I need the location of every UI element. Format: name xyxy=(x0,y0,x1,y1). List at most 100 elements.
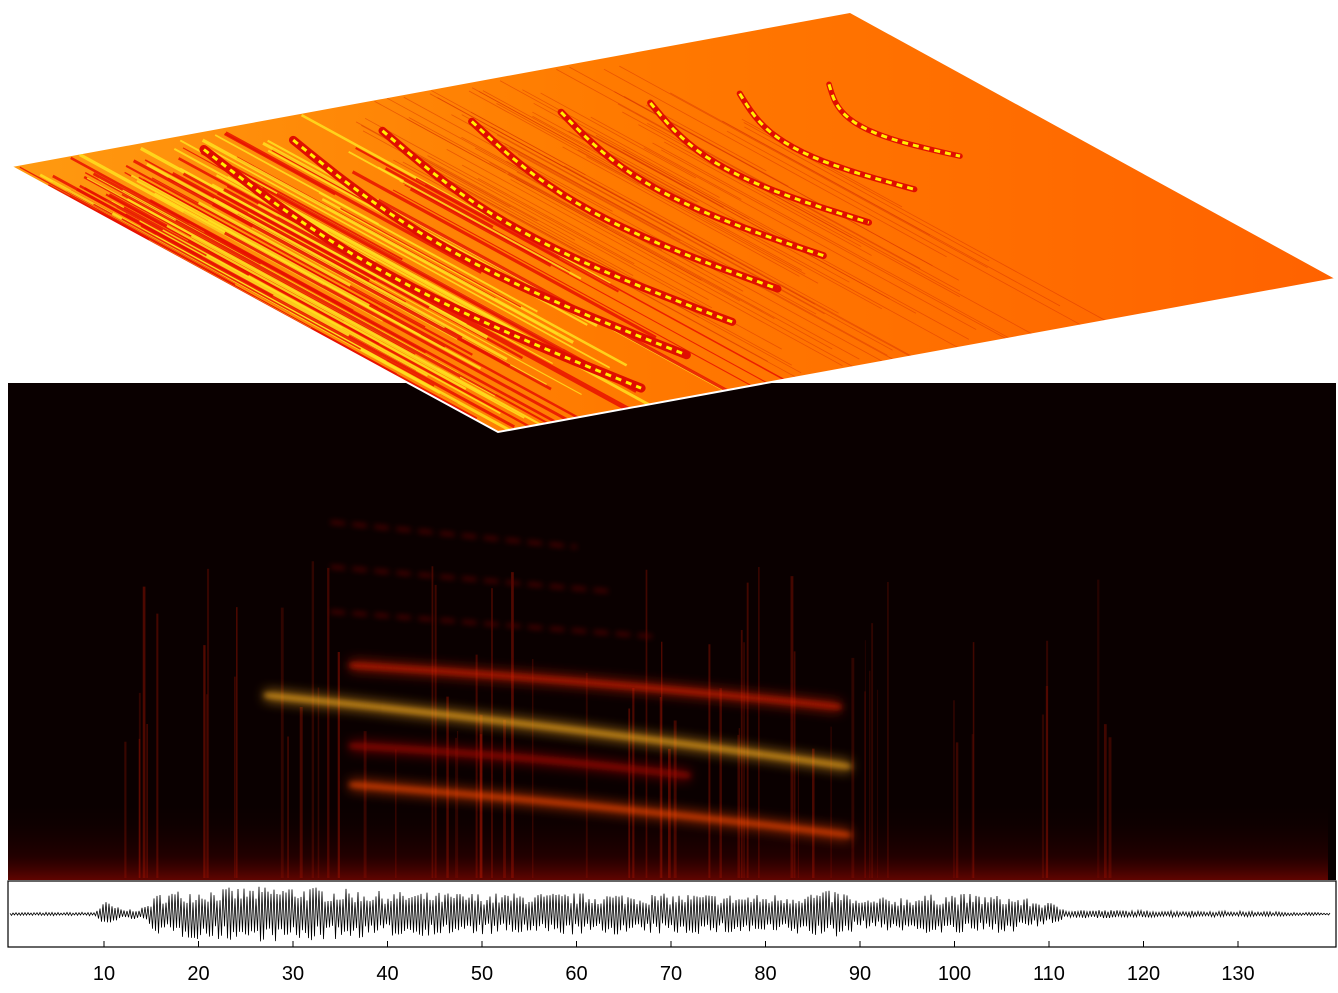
faint-harmonic xyxy=(330,520,577,549)
surface-streak xyxy=(208,219,482,370)
surface-ridge-peak xyxy=(470,120,779,291)
faint-harmonic xyxy=(330,565,615,594)
surface-streak xyxy=(404,184,768,384)
surface-streak xyxy=(563,165,913,357)
x-tick-label: 30 xyxy=(282,963,304,985)
surface-streak xyxy=(223,188,627,411)
surface-streak xyxy=(171,172,370,283)
surface-streak xyxy=(247,211,582,396)
surface-streak xyxy=(384,167,494,229)
surface-streak xyxy=(155,233,347,341)
surface-streak xyxy=(408,117,833,350)
surface-ridge-peak xyxy=(738,92,915,191)
surface-streak xyxy=(139,146,489,340)
harmonic-track xyxy=(349,744,691,778)
surface-streak xyxy=(138,176,394,317)
harmonic-track xyxy=(264,693,851,769)
surface-streak xyxy=(318,191,538,313)
surface-streak xyxy=(121,193,416,356)
x-tick-label: 130 xyxy=(1221,963,1254,985)
surface-streak xyxy=(224,231,568,421)
surface-ridge-peak xyxy=(560,111,824,258)
surface-streak xyxy=(232,166,403,261)
surface-streak xyxy=(468,90,640,185)
surface-streak xyxy=(149,199,354,313)
surface-streak xyxy=(140,225,435,387)
surface-streak xyxy=(197,201,352,287)
surface-streak xyxy=(663,141,872,256)
surface-streak xyxy=(138,219,350,337)
harmonic-tracks xyxy=(264,660,852,841)
faint-upper-harmonics xyxy=(330,520,653,638)
harmonic-track xyxy=(349,663,842,709)
surface-streak xyxy=(121,218,361,350)
surface-streak xyxy=(478,91,590,153)
surface-streak xyxy=(19,166,236,286)
surface-streak xyxy=(645,104,767,172)
surface-streak xyxy=(477,178,635,265)
surface-streak xyxy=(510,179,854,368)
surface-streak xyxy=(182,172,430,309)
surface-streak xyxy=(223,132,336,196)
surface-streak xyxy=(162,229,343,329)
surface-streak xyxy=(105,193,380,345)
spectrogram-heatmap xyxy=(8,383,1336,880)
surface-streak xyxy=(508,172,775,319)
surface-streak xyxy=(586,156,819,284)
surface-streak xyxy=(179,167,467,326)
surface-streak xyxy=(517,154,894,361)
surface-streak xyxy=(603,68,947,258)
surface-streak xyxy=(130,174,370,307)
surface-streak xyxy=(461,114,893,351)
surface-streak xyxy=(522,89,720,198)
surface-streak xyxy=(499,80,804,248)
surface-streak xyxy=(374,100,535,189)
surface-streak xyxy=(212,197,508,361)
surface-streak xyxy=(479,132,888,356)
surface-ridges xyxy=(199,81,963,393)
surface-streak xyxy=(175,219,548,424)
surface-streak xyxy=(622,111,960,298)
surface-streak xyxy=(377,198,728,392)
faint-harmonic xyxy=(330,610,653,638)
surface-ridge-peak xyxy=(292,138,688,357)
surface-streak xyxy=(431,90,586,176)
surface-streak xyxy=(638,124,862,247)
surface-streak xyxy=(609,150,850,283)
x-axis-ticks: 10 20 30 40 50 60 70 80 90 100 110 120 130 xyxy=(93,941,1255,985)
surface-streak xyxy=(415,177,785,381)
surface-streak xyxy=(507,173,702,281)
surface-streak xyxy=(166,224,467,390)
surface-streak xyxy=(623,96,789,187)
x-tick-label: 80 xyxy=(754,963,776,985)
surface-streak xyxy=(670,92,931,236)
surface-streak xyxy=(224,131,483,274)
surface-streak xyxy=(587,133,917,314)
surface-streak xyxy=(611,157,959,349)
x-tick-label: 10 xyxy=(93,963,115,985)
x-tick-label: 20 xyxy=(187,963,209,985)
surface-streak xyxy=(340,207,522,308)
surface-streak xyxy=(190,235,525,419)
surface-streak xyxy=(595,134,970,340)
surface-streak xyxy=(123,206,250,277)
x-tick-label: 100 xyxy=(938,963,971,985)
x-tick-label: 90 xyxy=(849,963,871,985)
surface-streak xyxy=(409,187,552,267)
spectrogram-vertical-streaks xyxy=(124,561,1112,878)
surface-streak xyxy=(643,147,977,330)
spectrogram-surface-3d xyxy=(11,13,1336,434)
surface-streak xyxy=(52,174,203,259)
surface-streak xyxy=(556,69,921,269)
surface-streak xyxy=(125,164,473,356)
x-tick-label: 50 xyxy=(471,963,493,985)
surface-streak xyxy=(461,164,709,301)
harmonic-track xyxy=(349,783,851,837)
surface-streak xyxy=(590,116,742,200)
surface-streak xyxy=(392,189,752,387)
surface-streak xyxy=(206,147,611,369)
surface-streak xyxy=(744,126,990,262)
heatmap-background xyxy=(8,383,1336,880)
surface-streak xyxy=(132,159,511,368)
